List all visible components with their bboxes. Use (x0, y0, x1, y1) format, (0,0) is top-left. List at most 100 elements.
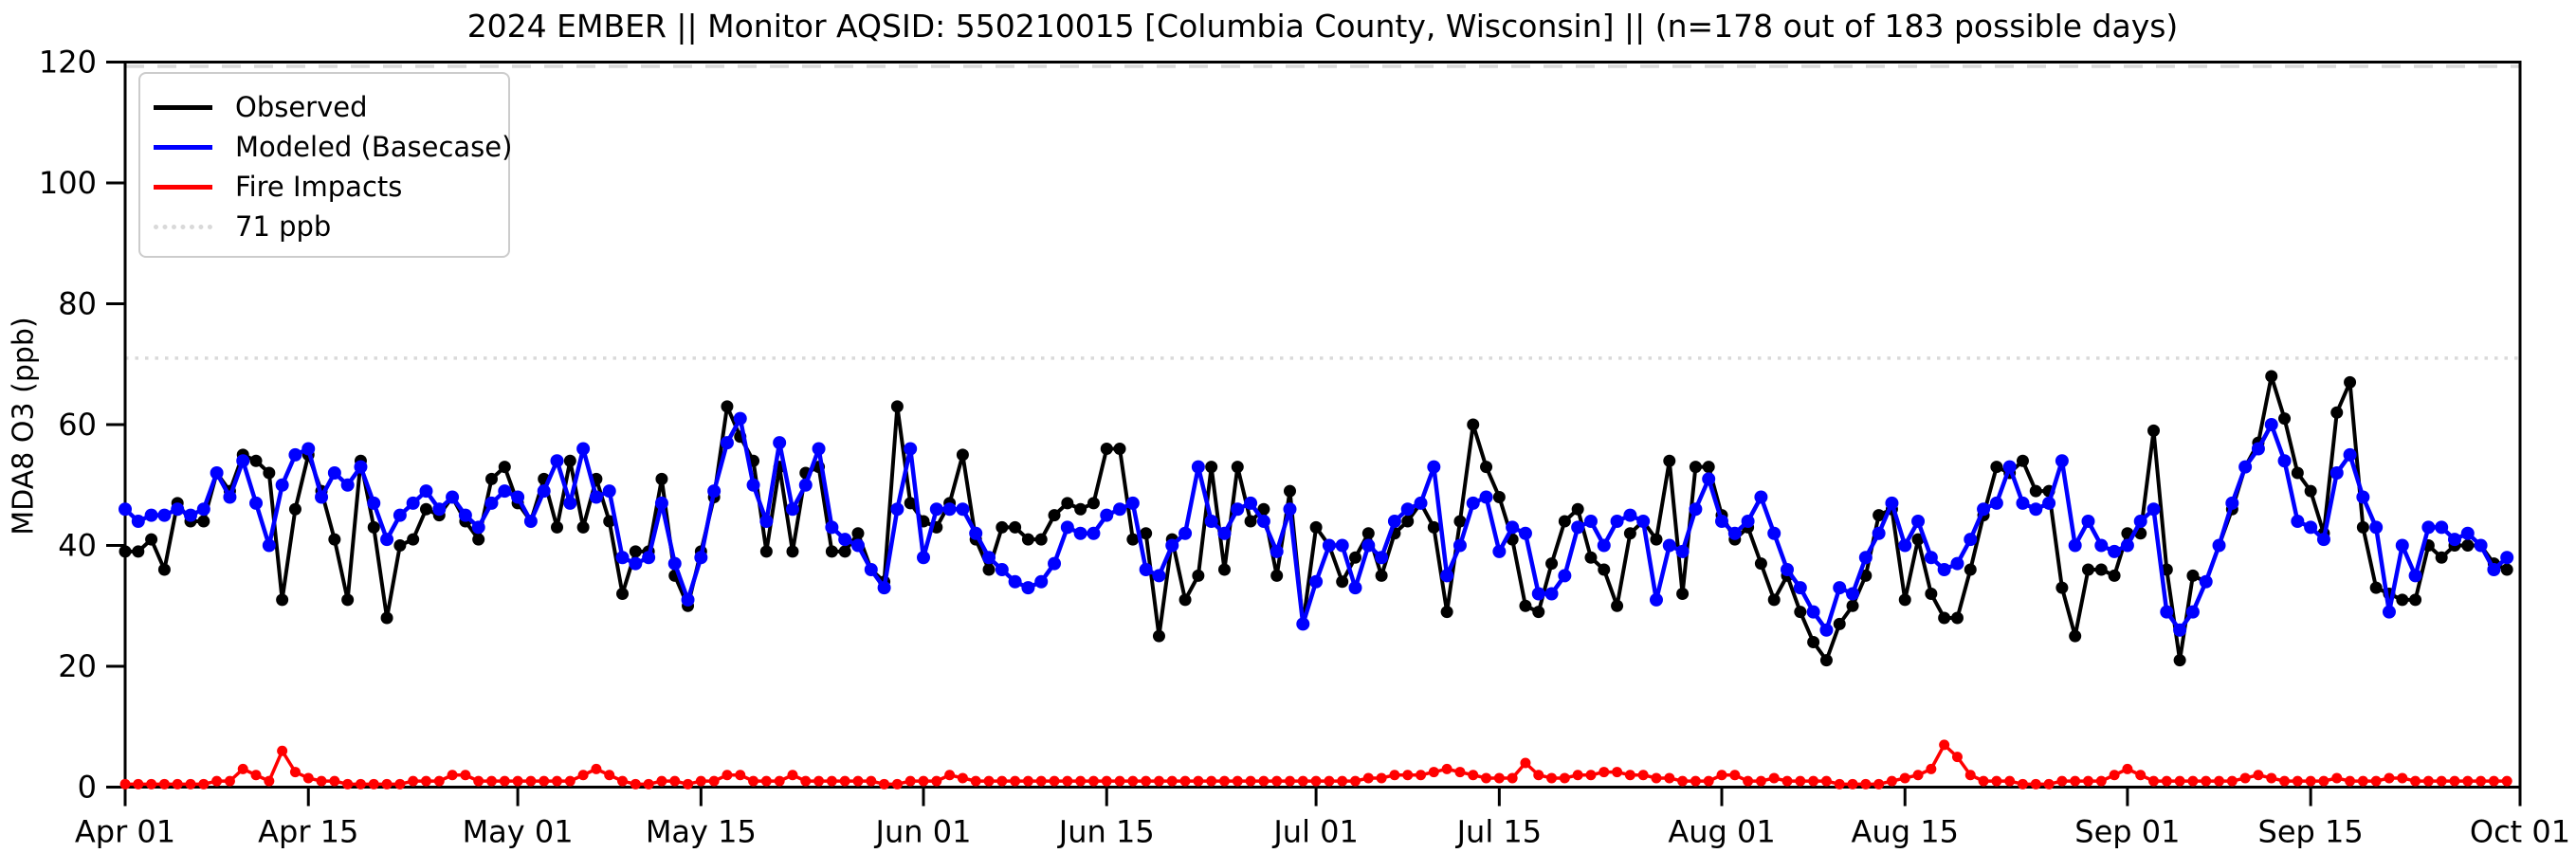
data-point (2356, 520, 2369, 534)
data-point (433, 775, 445, 787)
data-point (224, 775, 235, 787)
data-point (2253, 770, 2264, 781)
x-tick-label: Aug 15 (1852, 814, 1959, 850)
data-point (773, 436, 787, 450)
data-point (1676, 588, 1690, 600)
data-point (1256, 515, 1270, 528)
data-point (2397, 772, 2408, 784)
data-point (2225, 496, 2239, 510)
data-point (1193, 775, 1204, 787)
data-point (1795, 775, 1806, 787)
data-point (2447, 533, 2461, 547)
data-point (1820, 775, 1832, 787)
data-point (523, 515, 538, 528)
data-point (1767, 593, 1781, 607)
data-point (131, 515, 145, 528)
data-point (1545, 557, 1559, 571)
data-point (1480, 461, 1493, 474)
data-point (1834, 778, 1845, 789)
data-point (748, 775, 759, 787)
data-point (1441, 763, 1452, 774)
data-point (720, 436, 734, 450)
data-point (1873, 509, 1886, 522)
data-point (1599, 767, 1610, 778)
data-point (1389, 770, 1400, 781)
x-tick-label: Apr 01 (75, 814, 175, 850)
data-point (1073, 526, 1087, 540)
data-point (2030, 778, 2041, 789)
data-point (1113, 502, 1127, 517)
data-point (380, 611, 393, 625)
data-point (1022, 775, 1033, 787)
data-point (408, 775, 419, 787)
legend-item-1: Modeled (Basecase) (140, 127, 512, 167)
legend-swatch-dotted-line (154, 224, 212, 229)
data-point (1781, 775, 1793, 787)
data-point (1924, 551, 1938, 565)
y-tick-label: 20 (58, 648, 97, 684)
legend-label: 71 ppb (235, 210, 332, 243)
data-point (1819, 654, 1833, 667)
legend-box: Observed Modeled (Basecase) Fire Impacts 71… (138, 72, 512, 258)
data-point (432, 502, 447, 517)
data-point (2435, 551, 2448, 564)
data-point (694, 551, 708, 565)
data-point (1662, 538, 1676, 553)
legend-item-0: Observed (140, 87, 508, 127)
data-point (904, 497, 917, 510)
data-point (2002, 460, 2017, 474)
data-point (2291, 466, 2304, 480)
data-point (146, 778, 157, 789)
data-point (1283, 484, 1296, 498)
data-point (2056, 775, 2068, 787)
data-point (591, 763, 602, 774)
legend-label: Modeled (Basecase) (235, 131, 513, 163)
data-point (1034, 533, 1048, 546)
data-point (2278, 412, 2292, 426)
data-point (759, 515, 774, 528)
data-point (1583, 515, 1598, 528)
data-point (119, 778, 131, 789)
data-point (1035, 775, 1047, 787)
data-point (158, 778, 170, 789)
data-point (852, 775, 864, 787)
data-point (2476, 775, 2487, 787)
data-point (850, 538, 865, 553)
data-point (2345, 775, 2356, 787)
data-point (1049, 775, 1060, 787)
data-point (1754, 557, 1767, 571)
data-point (1807, 636, 1820, 648)
data-point (1231, 502, 1245, 517)
data-point (355, 778, 366, 789)
data-point (2410, 775, 2421, 787)
data-point (564, 775, 575, 787)
data-point (1964, 563, 1977, 576)
data-point (1950, 556, 1964, 571)
data-point (185, 778, 196, 789)
data-point (1270, 544, 1284, 558)
data-point (1427, 520, 1440, 534)
data-point (2369, 520, 2384, 535)
data-point (1937, 563, 1951, 576)
data-point (929, 502, 943, 517)
data-point (956, 448, 969, 462)
data-point (826, 775, 837, 787)
data-point (354, 460, 368, 474)
data-point (1021, 533, 1034, 546)
data-point (1361, 538, 1376, 553)
data-point (576, 442, 591, 456)
data-point (1336, 575, 1349, 589)
data-point (1060, 520, 1074, 535)
data-point (1350, 775, 1361, 787)
data-point (1689, 461, 1702, 474)
data-point (499, 775, 510, 787)
data-point (866, 775, 877, 787)
data-point (667, 556, 682, 571)
data-point (615, 551, 630, 565)
data-point (2081, 563, 2094, 576)
data-point (877, 581, 891, 595)
legend-item-2: Fire Impacts (140, 167, 508, 207)
data-point (629, 545, 642, 558)
reference-lines (125, 64, 2520, 360)
